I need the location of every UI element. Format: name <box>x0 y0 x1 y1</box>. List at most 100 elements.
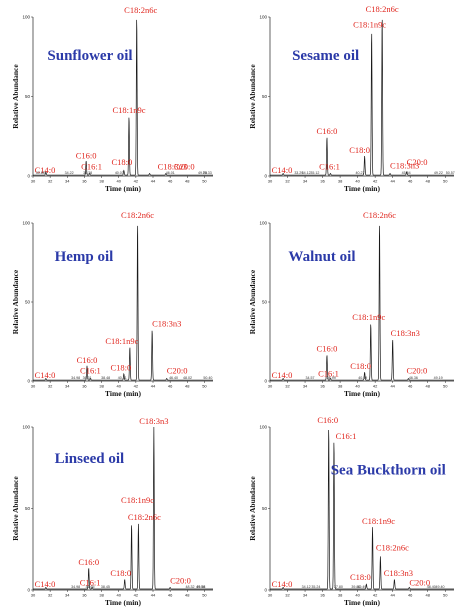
retention-time-label: 36.31 <box>83 376 92 380</box>
peak-label: C16:0 <box>317 415 338 425</box>
x-tick-label: 48 <box>425 179 430 184</box>
peak-label: C16:1 <box>80 577 101 587</box>
x-tick-label: 38 <box>338 593 343 598</box>
x-tick-label: 34 <box>65 384 70 389</box>
x-tick-label: 36 <box>320 179 325 184</box>
x-tick-label: 42 <box>134 384 139 389</box>
retention-time-label: 46.36 <box>409 376 418 380</box>
peak-label: C14:0 <box>272 370 293 380</box>
peak-label: C16:0 <box>317 344 338 354</box>
peak-label: C16:1 <box>81 161 102 171</box>
peak-label: C18:1n9c <box>362 516 395 526</box>
peak-label: C20:0 <box>407 157 428 167</box>
peak-label: C18:0 <box>111 157 132 167</box>
x-tick-label: 40 <box>116 179 121 184</box>
peak-label: C16:0 <box>76 151 97 161</box>
y-tick-label: 0 <box>264 379 267 384</box>
x-tick-label: 48 <box>185 593 190 598</box>
retention-time-label: 46.40 <box>169 376 178 380</box>
peak-label: C18:2n6c <box>366 4 399 14</box>
x-tick-label: 36 <box>320 384 325 389</box>
retention-time-label: 34.98 <box>71 585 80 589</box>
retention-time-label: 50.40 <box>203 376 212 380</box>
retention-time-label: 48.40 <box>427 585 436 589</box>
retention-time-label: 35.24 <box>311 585 320 589</box>
y-tick-label: 100 <box>22 425 30 430</box>
oil-title: Sesame oil <box>292 48 359 64</box>
x-axis-label: Time (min) <box>344 598 380 607</box>
x-tick-label: 36 <box>82 179 87 184</box>
retention-time-label: 40.07 <box>115 171 124 175</box>
peak-label: C18:3n3 <box>158 161 187 171</box>
x-tick-label: 42 <box>134 179 139 184</box>
y-tick-label: 100 <box>259 15 267 20</box>
x-tick-label: 36 <box>82 593 87 598</box>
x-tick-label: 42 <box>134 593 139 598</box>
x-tick-label: 40 <box>116 593 121 598</box>
x-tick-label: 40 <box>116 384 121 389</box>
chromatogram-trace <box>33 19 213 176</box>
x-tick-label: 34 <box>303 593 308 598</box>
retention-time-label: 34.57 <box>306 376 315 380</box>
x-axis-label: Time (min) <box>344 389 380 398</box>
peak-label: C16:1 <box>80 365 101 375</box>
peak-label: C14:0 <box>272 165 293 175</box>
peak-label: C18:0 <box>350 572 371 582</box>
x-tick-label: 50 <box>202 384 207 389</box>
x-tick-label: 44 <box>390 179 395 184</box>
peak-label: C18:1n9c <box>112 105 145 115</box>
y-tick-label: 0 <box>264 588 267 593</box>
peak-label: C16:0 <box>78 557 99 567</box>
x-tick-label: 44 <box>390 593 395 598</box>
peak-label: C18:1n9c <box>352 312 385 322</box>
peak-label: C16:1 <box>318 368 339 378</box>
peak-label: C18:1n9c <box>121 495 154 505</box>
chromatogram-trace <box>270 225 454 381</box>
x-tick-label: 48 <box>425 384 430 389</box>
retention-time-label: 40.49 <box>357 585 366 589</box>
peak-label: C18:2n6c <box>121 210 154 220</box>
x-tick-label: 32 <box>48 593 53 598</box>
y-axis-label: Relative Abundance <box>11 64 20 129</box>
x-tick-label: 40 <box>355 384 360 389</box>
panel-3: 30 32 34 36 38 40 42 44 46 48 50 0 50 100 Time (min) Re… <box>11 210 213 398</box>
x-tick-label: 50 <box>202 593 207 598</box>
x-tick-label: 30 <box>31 384 36 389</box>
retention-time-label: 40.59 <box>358 376 367 380</box>
x-tick-label: 40 <box>355 593 360 598</box>
retention-time-label: 33.29 <box>294 171 303 175</box>
x-tick-label: 44 <box>151 179 156 184</box>
panel-4: 30 32 34 36 38 40 42 44 46 48 50 0 50 100 Time (min) Re… <box>248 210 454 398</box>
peak-label: C18:3n3 <box>391 328 420 338</box>
retention-time-label: 48.02 <box>183 376 192 380</box>
peak-label: C18:1n9c <box>105 336 138 346</box>
y-tick-label: 0 <box>27 174 30 179</box>
retention-time-label: 37.80 <box>334 585 343 589</box>
peak-label: C18:2n6c <box>124 5 157 15</box>
peak-label: C18:3n3 <box>390 160 419 170</box>
panel-6: 30 32 34 36 38 40 42 44 46 48 50 0 50 100 Time (min) Re… <box>248 415 454 607</box>
x-tick-label: 30 <box>268 179 273 184</box>
retention-time-label: 36.99 <box>327 376 336 380</box>
retention-time-label: 40.41 <box>118 376 127 380</box>
panel-1: 30 32 34 36 38 40 42 44 46 48 50 0 50 100 Time (min) Re… <box>11 5 213 193</box>
x-tick-label: 42 <box>373 384 378 389</box>
peak-label: C20:0 <box>174 161 195 171</box>
retention-time-label: 34.12 <box>302 585 311 589</box>
peak-label: C18:0 <box>110 568 131 578</box>
chromatogram-trace <box>270 19 454 176</box>
oil-title: Linseed oil <box>55 451 125 467</box>
y-tick-label: 50 <box>262 94 268 99</box>
x-tick-label: 32 <box>48 179 53 184</box>
x-tick-label: 46 <box>408 593 413 598</box>
x-tick-label: 38 <box>99 384 104 389</box>
x-tick-label: 50 <box>443 384 448 389</box>
x-tick-label: 40 <box>355 179 360 184</box>
x-axis-label: Time (min) <box>105 184 141 193</box>
x-tick-label: 48 <box>185 179 190 184</box>
y-tick-label: 50 <box>25 94 31 99</box>
y-tick-label: 100 <box>22 221 30 226</box>
peak-label: C18:0 <box>110 363 131 373</box>
peak-label: C18:1n9c <box>353 19 386 29</box>
